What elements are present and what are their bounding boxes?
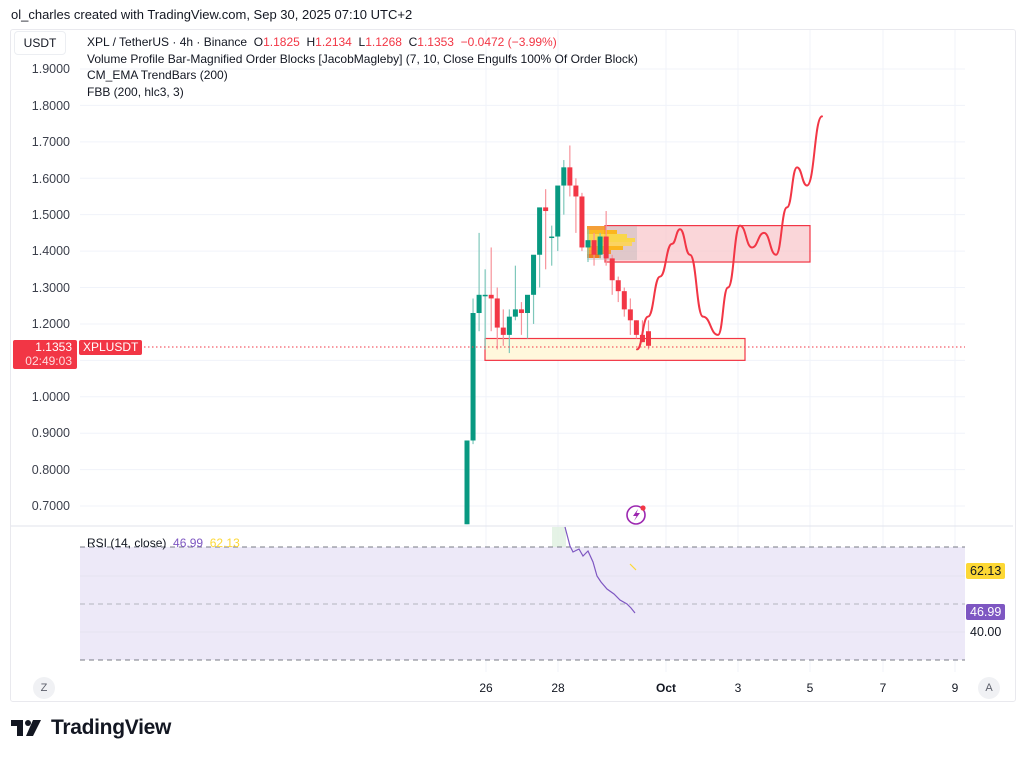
rsi-value-tag: 46.99 <box>966 604 1006 620</box>
close-value: 1.1353 <box>417 35 454 49</box>
tradingview-logo-icon <box>11 720 41 736</box>
time-tick-month: Oct <box>655 681 677 695</box>
price-tick: 1.7000 <box>31 135 70 149</box>
brand-name: TradingView <box>51 716 172 739</box>
low-value: 1.1268 <box>365 35 402 49</box>
price-tick: 0.8000 <box>31 463 70 477</box>
price-tick: 1.5000 <box>31 208 70 222</box>
open-value: 1.1825 <box>263 35 300 49</box>
time-tick: 3 <box>734 681 742 695</box>
zoom-button[interactable]: Z <box>33 677 55 699</box>
price-tick: 0.9000 <box>31 426 70 440</box>
rsi-ma-line <box>629 563 637 571</box>
rsi-title: RSI (14, close) <box>87 536 167 550</box>
indicator-fbb[interactable]: FBB (200, hlc3, 3) <box>87 84 184 99</box>
auto-scale-button[interactable]: A <box>978 677 1000 699</box>
candlesticks <box>464 145 651 525</box>
rsi-ma-value: 62.13 <box>209 536 240 550</box>
price-tick: 1.0000 <box>31 390 70 404</box>
indicator-cm-ema[interactable]: CM_EMA TrendBars (200) <box>87 68 228 82</box>
price-tick: 1.8000 <box>31 99 70 113</box>
time-tick: 9 <box>951 681 959 695</box>
last-price-value: 1.1353 <box>35 340 72 354</box>
symbol-line[interactable]: XPL / TetherUS · 4h · Binance O1.1825 H1… <box>87 35 557 49</box>
rsi-overbought-fill <box>552 527 566 547</box>
price-tick: 0.7000 <box>31 499 70 513</box>
time-tick: 5 <box>806 681 814 695</box>
time-tick: 26 <box>479 681 493 695</box>
price-tick: 1.3000 <box>31 281 70 295</box>
symbol-title: XPL / TetherUS · 4h · Binance <box>87 35 248 49</box>
symbol-tag: XPLUSDT <box>79 340 143 355</box>
tradingview-logo[interactable]: TradingView <box>11 716 171 740</box>
indicator-volume-profile[interactable]: Volume Profile Bar-Magnified Order Block… <box>87 51 638 66</box>
change-value: −0.0472 (−3.99%) <box>460 35 557 49</box>
price-tick: 1.6000 <box>31 172 70 186</box>
chart-frame <box>10 29 1016 702</box>
rsi-value: 46.99 <box>173 536 204 550</box>
lightning-alert-icon[interactable] <box>626 505 646 525</box>
price-tick: 1.4000 <box>31 244 70 258</box>
price-tick: 1.2000 <box>31 317 70 331</box>
time-tick: 7 <box>879 681 887 695</box>
rsi-legend[interactable]: RSI (14, close) 46.99 62.13 <box>87 536 240 550</box>
rsi-ma-tag: 62.13 <box>966 563 1006 579</box>
rsi-line <box>564 526 636 614</box>
price-tick: 1.9000 <box>31 62 70 76</box>
order-block-zones <box>484 225 811 361</box>
projection-drawing <box>636 115 823 351</box>
currency-selector[interactable]: USDT <box>14 31 66 55</box>
time-tick: 28 <box>551 681 565 695</box>
bar-countdown: 02:49:03 <box>25 353 72 368</box>
chart-legend: XPL / TetherUS · 4h · Binance O1.1825 H1… <box>87 34 638 100</box>
attribution: ol_charles created with TradingView.com,… <box>11 7 413 22</box>
rsi-level-tick: 40.00 <box>970 625 1002 639</box>
high-value: 1.2134 <box>315 35 352 49</box>
last-price-tag: 1.1353 02:49:03 <box>13 340 77 369</box>
